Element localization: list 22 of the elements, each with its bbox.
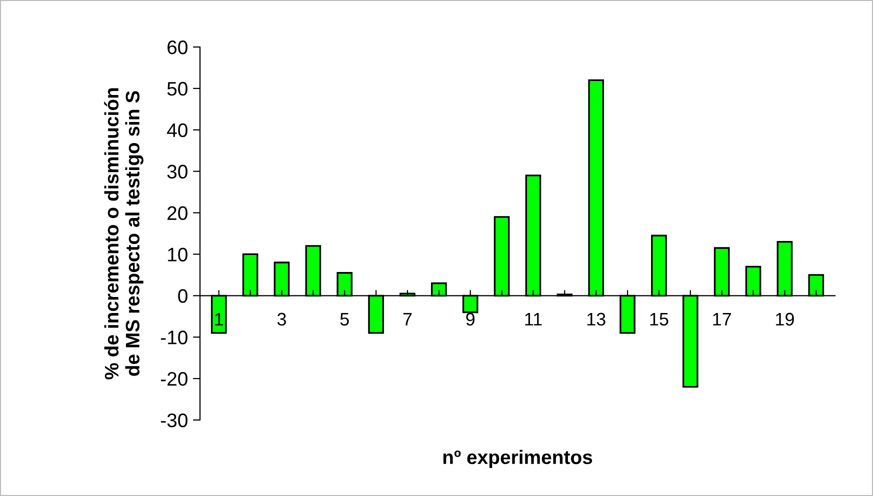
y-axis-title: % de incremento o disminución de MS respecto al testigo sin S [104,88,144,380]
y-tick-label: -10 [160,330,188,344]
x-tick-label: 7 [403,312,412,326]
x-tick-label: 17 [713,312,731,326]
y-tick-label: -30 [160,413,188,428]
y-tick-label: 60 [168,40,188,54]
x-tick-label: 9 [466,312,475,326]
x-tick-label: 11 [525,312,542,326]
y-tick-label: 20 [168,206,188,220]
x-tick-label: 3 [277,312,286,326]
y-tick-label: 0 [178,289,188,303]
y-tick-label: -20 [160,372,188,386]
x-tick-label: 1 [215,312,223,326]
x-tick-label: 15 [650,312,668,326]
x-tick-label: 5 [340,312,349,326]
x-tick-label: 13 [587,312,606,326]
y-tick-label: 10 [168,248,188,262]
x-axis-title: nº experimentos [443,450,592,468]
x-tick-label: 19 [776,312,794,326]
y-tick-label: 40 [167,123,188,138]
y-tick-label: 30 [167,164,188,179]
y-tick-label: 50 [167,82,188,96]
